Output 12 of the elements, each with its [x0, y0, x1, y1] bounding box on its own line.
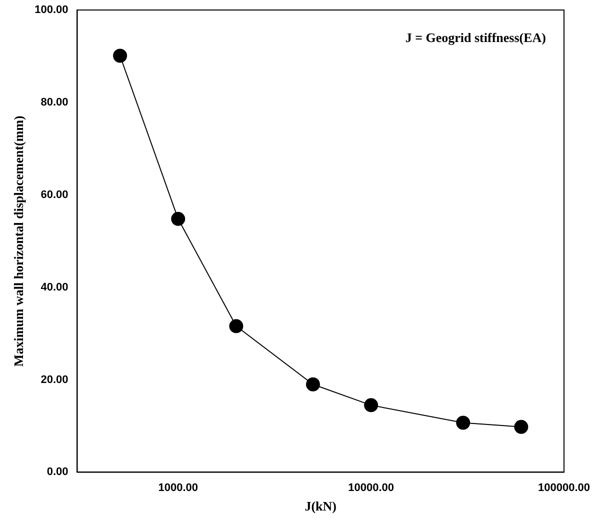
- y-tick-label: 40.00: [40, 281, 68, 294]
- annotation: J = Geogrid stiffness(EA): [405, 30, 546, 45]
- y-tick-label: 100.00: [34, 4, 68, 16]
- x-tick-label: 100000.00: [538, 482, 590, 494]
- y-tick-label: 80.00: [40, 96, 68, 108]
- x-tick-label: 10000.00: [348, 482, 394, 494]
- y-tick-label: 20.00: [40, 374, 68, 386]
- x-axis-title: J(kN): [304, 498, 337, 514]
- y-tick-label: 0.00: [46, 466, 68, 478]
- y-axis-title: Maximum wall horizontal displacement(mm): [11, 116, 26, 367]
- x-tick-label: 1000.00: [158, 482, 198, 494]
- y-tick-label: 60.00: [40, 188, 68, 201]
